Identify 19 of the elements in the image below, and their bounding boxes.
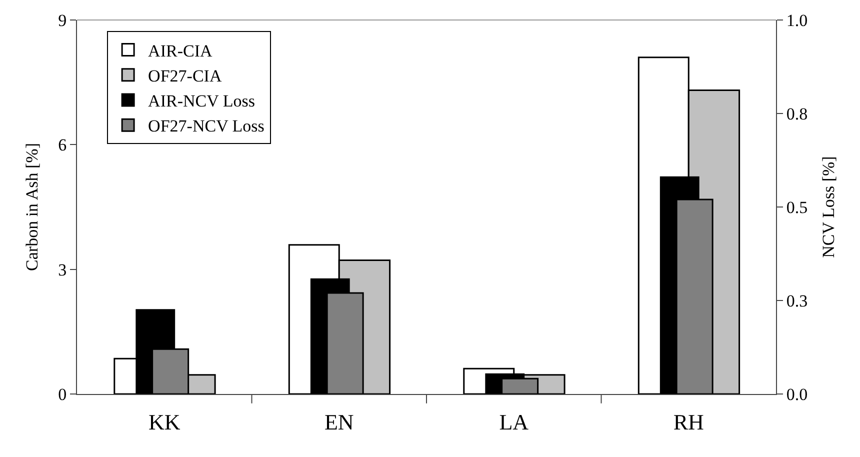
y2-tick-label: 1.0 [786,10,808,30]
x-tick-label: KK [148,409,180,434]
y2-tick-label: 0.8 [786,104,808,124]
y2-tick-label: 0.5 [786,198,808,217]
legend-label: OF27-CIA [148,66,222,86]
y-tick-label: 6 [58,136,67,155]
x-tick-label: RH [673,409,704,434]
legend-label: AIR-CIA [148,41,213,60]
legend-label: OF27-NCV Loss [148,116,264,136]
y2-tick-label: 0.3 [786,291,808,310]
y-tick-label: 9 [58,10,67,30]
x-tick-label: EN [324,409,354,434]
legend-label: AIR-NCV Loss [148,92,255,111]
y2-axis-title: NCV Loss [%] [819,156,838,258]
x-tick-label: LA [499,409,529,434]
y2-tick-label: 0.0 [786,384,808,404]
y-tick-label: 0 [58,384,67,404]
y-tick-label: 3 [58,260,67,280]
y-axis-title: Carbon in Ash [%] [22,143,42,271]
